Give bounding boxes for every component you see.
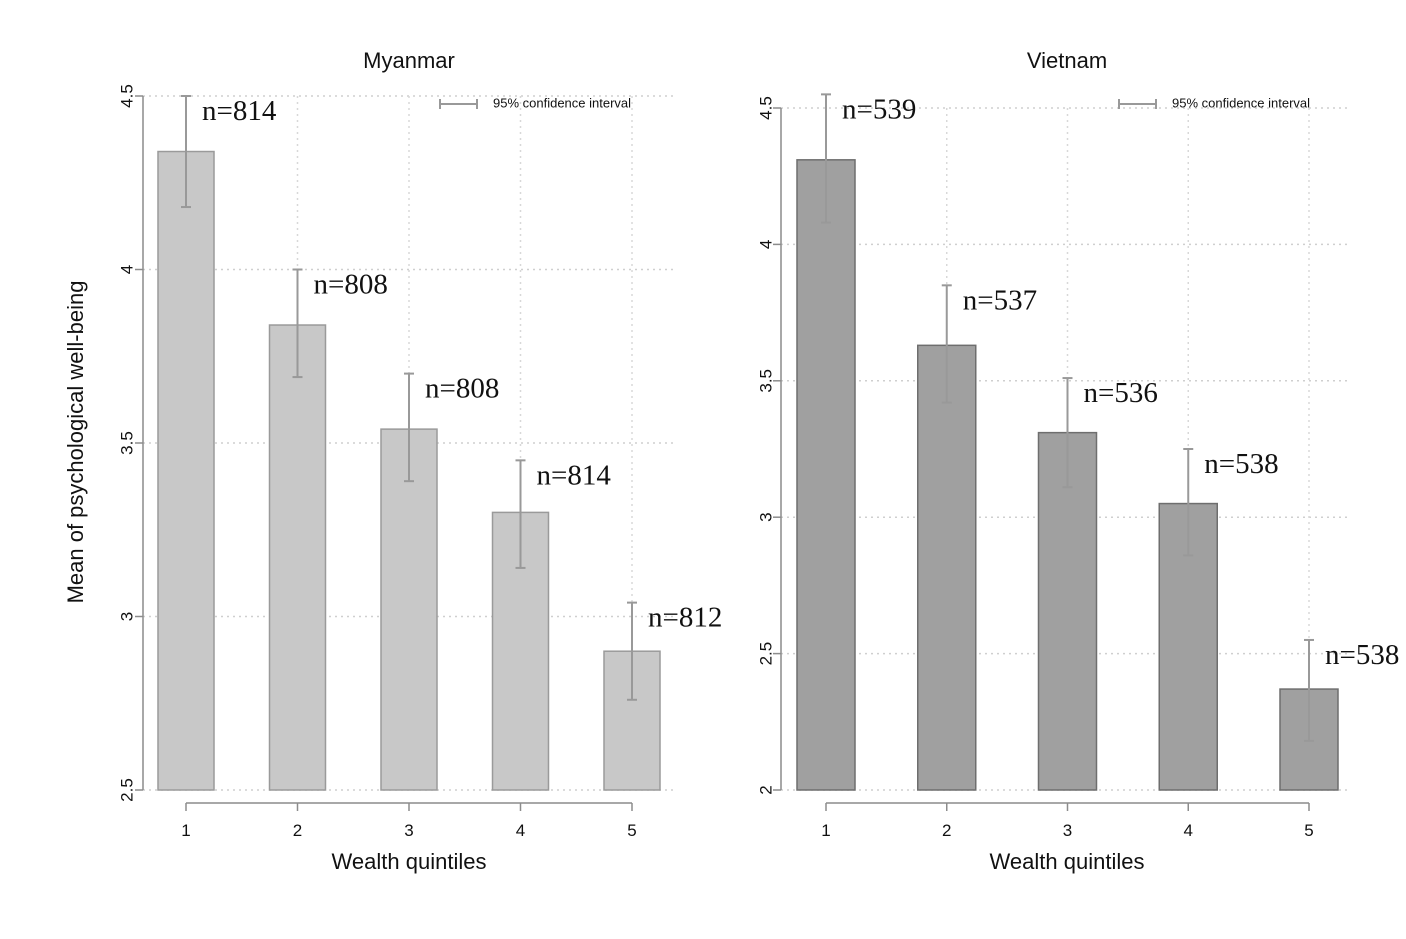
x-tick-label: 5 xyxy=(1304,821,1313,840)
bar-data-label: n=808 xyxy=(314,269,388,301)
x-tick-label: 2 xyxy=(293,821,302,840)
legend-label: 95% confidence interval xyxy=(493,95,631,110)
bar-data-label: n=812 xyxy=(648,602,722,634)
bar xyxy=(268,324,327,791)
legend-label: 95% confidence interval xyxy=(1172,95,1310,110)
bar xyxy=(380,428,438,791)
bar-data-label: n=814 xyxy=(202,95,277,127)
y-tick-label: 4 xyxy=(756,240,775,249)
x-tick-label: 1 xyxy=(821,821,830,840)
bar-data-label: n=539 xyxy=(842,93,916,125)
y-tick-label: 2.5 xyxy=(756,642,775,666)
y-tick-label: 4.5 xyxy=(117,84,136,108)
chart-title: Vietnam xyxy=(1027,48,1107,73)
bar-data-label: n=808 xyxy=(425,373,499,405)
chart-title: Myanmar xyxy=(363,48,455,73)
x-axis-label: Wealth quintiles xyxy=(332,849,487,874)
y-tick-label: 3 xyxy=(756,512,775,521)
x-tick-label: 5 xyxy=(627,821,636,840)
bar xyxy=(157,150,215,791)
y-tick-label: 4.5 xyxy=(756,96,775,120)
bar-data-label: n=538 xyxy=(1204,448,1278,480)
bar xyxy=(1037,431,1098,791)
y-tick-label: 3 xyxy=(117,612,136,621)
bar-data-label: n=537 xyxy=(963,284,1037,316)
x-tick-label: 3 xyxy=(404,821,413,840)
y-tick-label: 2.5 xyxy=(117,778,136,802)
bar-data-label: n=538 xyxy=(1325,639,1399,671)
bar xyxy=(796,159,856,791)
panel-vietnam: 2 2.5 3 3.5 4 4.5 n=539 n=537 n=536 n=538 n=538 1 2 3… xyxy=(756,48,1399,874)
x-tick-label: 2 xyxy=(942,821,951,840)
y-tick-label: 4 xyxy=(117,265,136,274)
x-tick-label: 3 xyxy=(1063,821,1072,840)
x-tick-label: 1 xyxy=(181,821,190,840)
panel-myanmar: 2.5 3 3.5 4 4.5 n=814 n=808 n=808 n=814 n=812 1 2 3 4… xyxy=(63,48,723,874)
y-axis-label: Mean of psychological well-being xyxy=(63,281,88,604)
x-tick-label: 4 xyxy=(516,821,525,840)
y-tick-label: 3.5 xyxy=(756,369,775,393)
bar xyxy=(917,344,977,791)
x-tick-label: 4 xyxy=(1184,821,1193,840)
bar-data-label: n=814 xyxy=(537,459,612,491)
bar-data-label: n=536 xyxy=(1084,377,1158,409)
x-axis-label: Wealth quintiles xyxy=(990,849,1145,874)
y-tick-label: 3.5 xyxy=(117,431,136,455)
y-tick-label: 2 xyxy=(756,785,775,794)
